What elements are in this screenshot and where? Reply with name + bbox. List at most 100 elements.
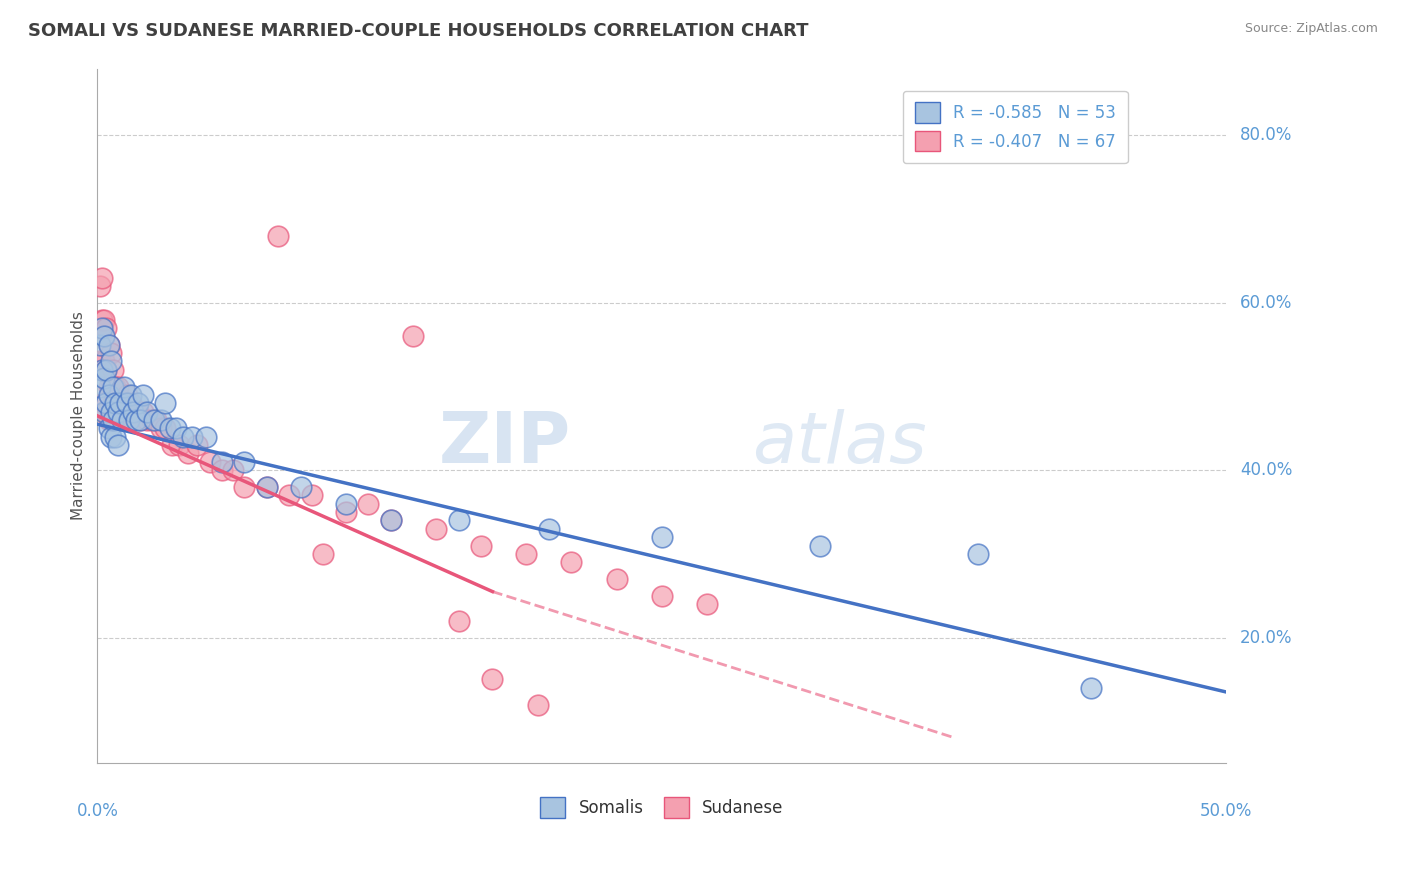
Point	[696, 597, 718, 611]
Point	[122, 404, 145, 418]
Text: 40.0%: 40.0%	[1240, 461, 1292, 479]
Point	[104, 396, 127, 410]
Point	[181, 430, 204, 444]
Point	[290, 480, 312, 494]
Point	[101, 396, 124, 410]
Point	[131, 388, 153, 402]
Point	[90, 270, 112, 285]
Point	[651, 530, 673, 544]
Point	[89, 379, 111, 393]
Text: 0.0%: 0.0%	[76, 802, 118, 820]
Point	[233, 455, 256, 469]
Point	[186, 438, 208, 452]
Point	[160, 438, 183, 452]
Point	[142, 413, 165, 427]
Point	[447, 513, 470, 527]
Point	[120, 388, 142, 402]
Point	[141, 413, 163, 427]
Point	[90, 312, 112, 326]
Point	[108, 396, 131, 410]
Point	[100, 354, 122, 368]
Point	[115, 396, 138, 410]
Point	[120, 396, 142, 410]
Point	[111, 413, 134, 427]
Point	[118, 404, 141, 418]
Point	[101, 379, 124, 393]
Point	[118, 413, 141, 427]
Point	[107, 404, 129, 418]
Point	[115, 388, 138, 402]
Point	[194, 430, 217, 444]
Point	[172, 430, 194, 444]
Point	[167, 438, 190, 452]
Point	[96, 321, 118, 335]
Point	[1080, 681, 1102, 695]
Point	[114, 396, 136, 410]
Point	[267, 228, 290, 243]
Text: 50.0%: 50.0%	[1199, 802, 1253, 820]
Point	[93, 404, 115, 418]
Point	[96, 396, 118, 410]
Point	[149, 413, 172, 427]
Point	[153, 421, 176, 435]
Point	[97, 421, 120, 435]
Point	[101, 413, 124, 427]
Point	[481, 673, 503, 687]
Point	[153, 396, 176, 410]
Text: 60.0%: 60.0%	[1240, 293, 1292, 312]
Text: Source: ZipAtlas.com: Source: ZipAtlas.com	[1244, 22, 1378, 36]
Point	[89, 354, 111, 368]
Point	[200, 455, 222, 469]
Point	[96, 404, 118, 418]
Point	[233, 480, 256, 494]
Point	[127, 404, 149, 418]
Point	[104, 430, 127, 444]
Point	[97, 379, 120, 393]
Point	[165, 421, 187, 435]
Point	[100, 346, 122, 360]
Point	[159, 421, 181, 435]
Text: 80.0%: 80.0%	[1240, 127, 1292, 145]
Point	[301, 488, 323, 502]
Point	[127, 396, 149, 410]
Point	[537, 522, 560, 536]
Point	[114, 379, 136, 393]
Point	[129, 413, 152, 427]
Point	[104, 413, 127, 427]
Point	[122, 413, 145, 427]
Point	[526, 698, 548, 712]
Point	[312, 547, 335, 561]
Point	[145, 413, 167, 427]
Point	[125, 413, 148, 427]
Point	[425, 522, 447, 536]
Point	[107, 379, 129, 393]
Point	[470, 539, 492, 553]
Text: ZIP: ZIP	[439, 409, 571, 478]
Point	[176, 446, 198, 460]
Point	[335, 497, 357, 511]
Point	[90, 363, 112, 377]
Point	[256, 480, 278, 494]
Point	[129, 413, 152, 427]
Point	[101, 363, 124, 377]
Point	[93, 371, 115, 385]
Point	[97, 337, 120, 351]
Point	[402, 329, 425, 343]
Point	[606, 572, 628, 586]
Point	[651, 589, 673, 603]
Point	[97, 413, 120, 427]
Point	[89, 321, 111, 335]
Point	[111, 404, 134, 418]
Point	[380, 513, 402, 527]
Point	[278, 488, 301, 502]
Point	[211, 455, 233, 469]
Y-axis label: Married-couple Households: Married-couple Households	[72, 311, 86, 520]
Point	[108, 396, 131, 410]
Point	[90, 363, 112, 377]
Point	[90, 321, 112, 335]
Point	[100, 379, 122, 393]
Point	[93, 312, 115, 326]
Point	[380, 513, 402, 527]
Point	[100, 404, 122, 418]
Point	[107, 438, 129, 452]
